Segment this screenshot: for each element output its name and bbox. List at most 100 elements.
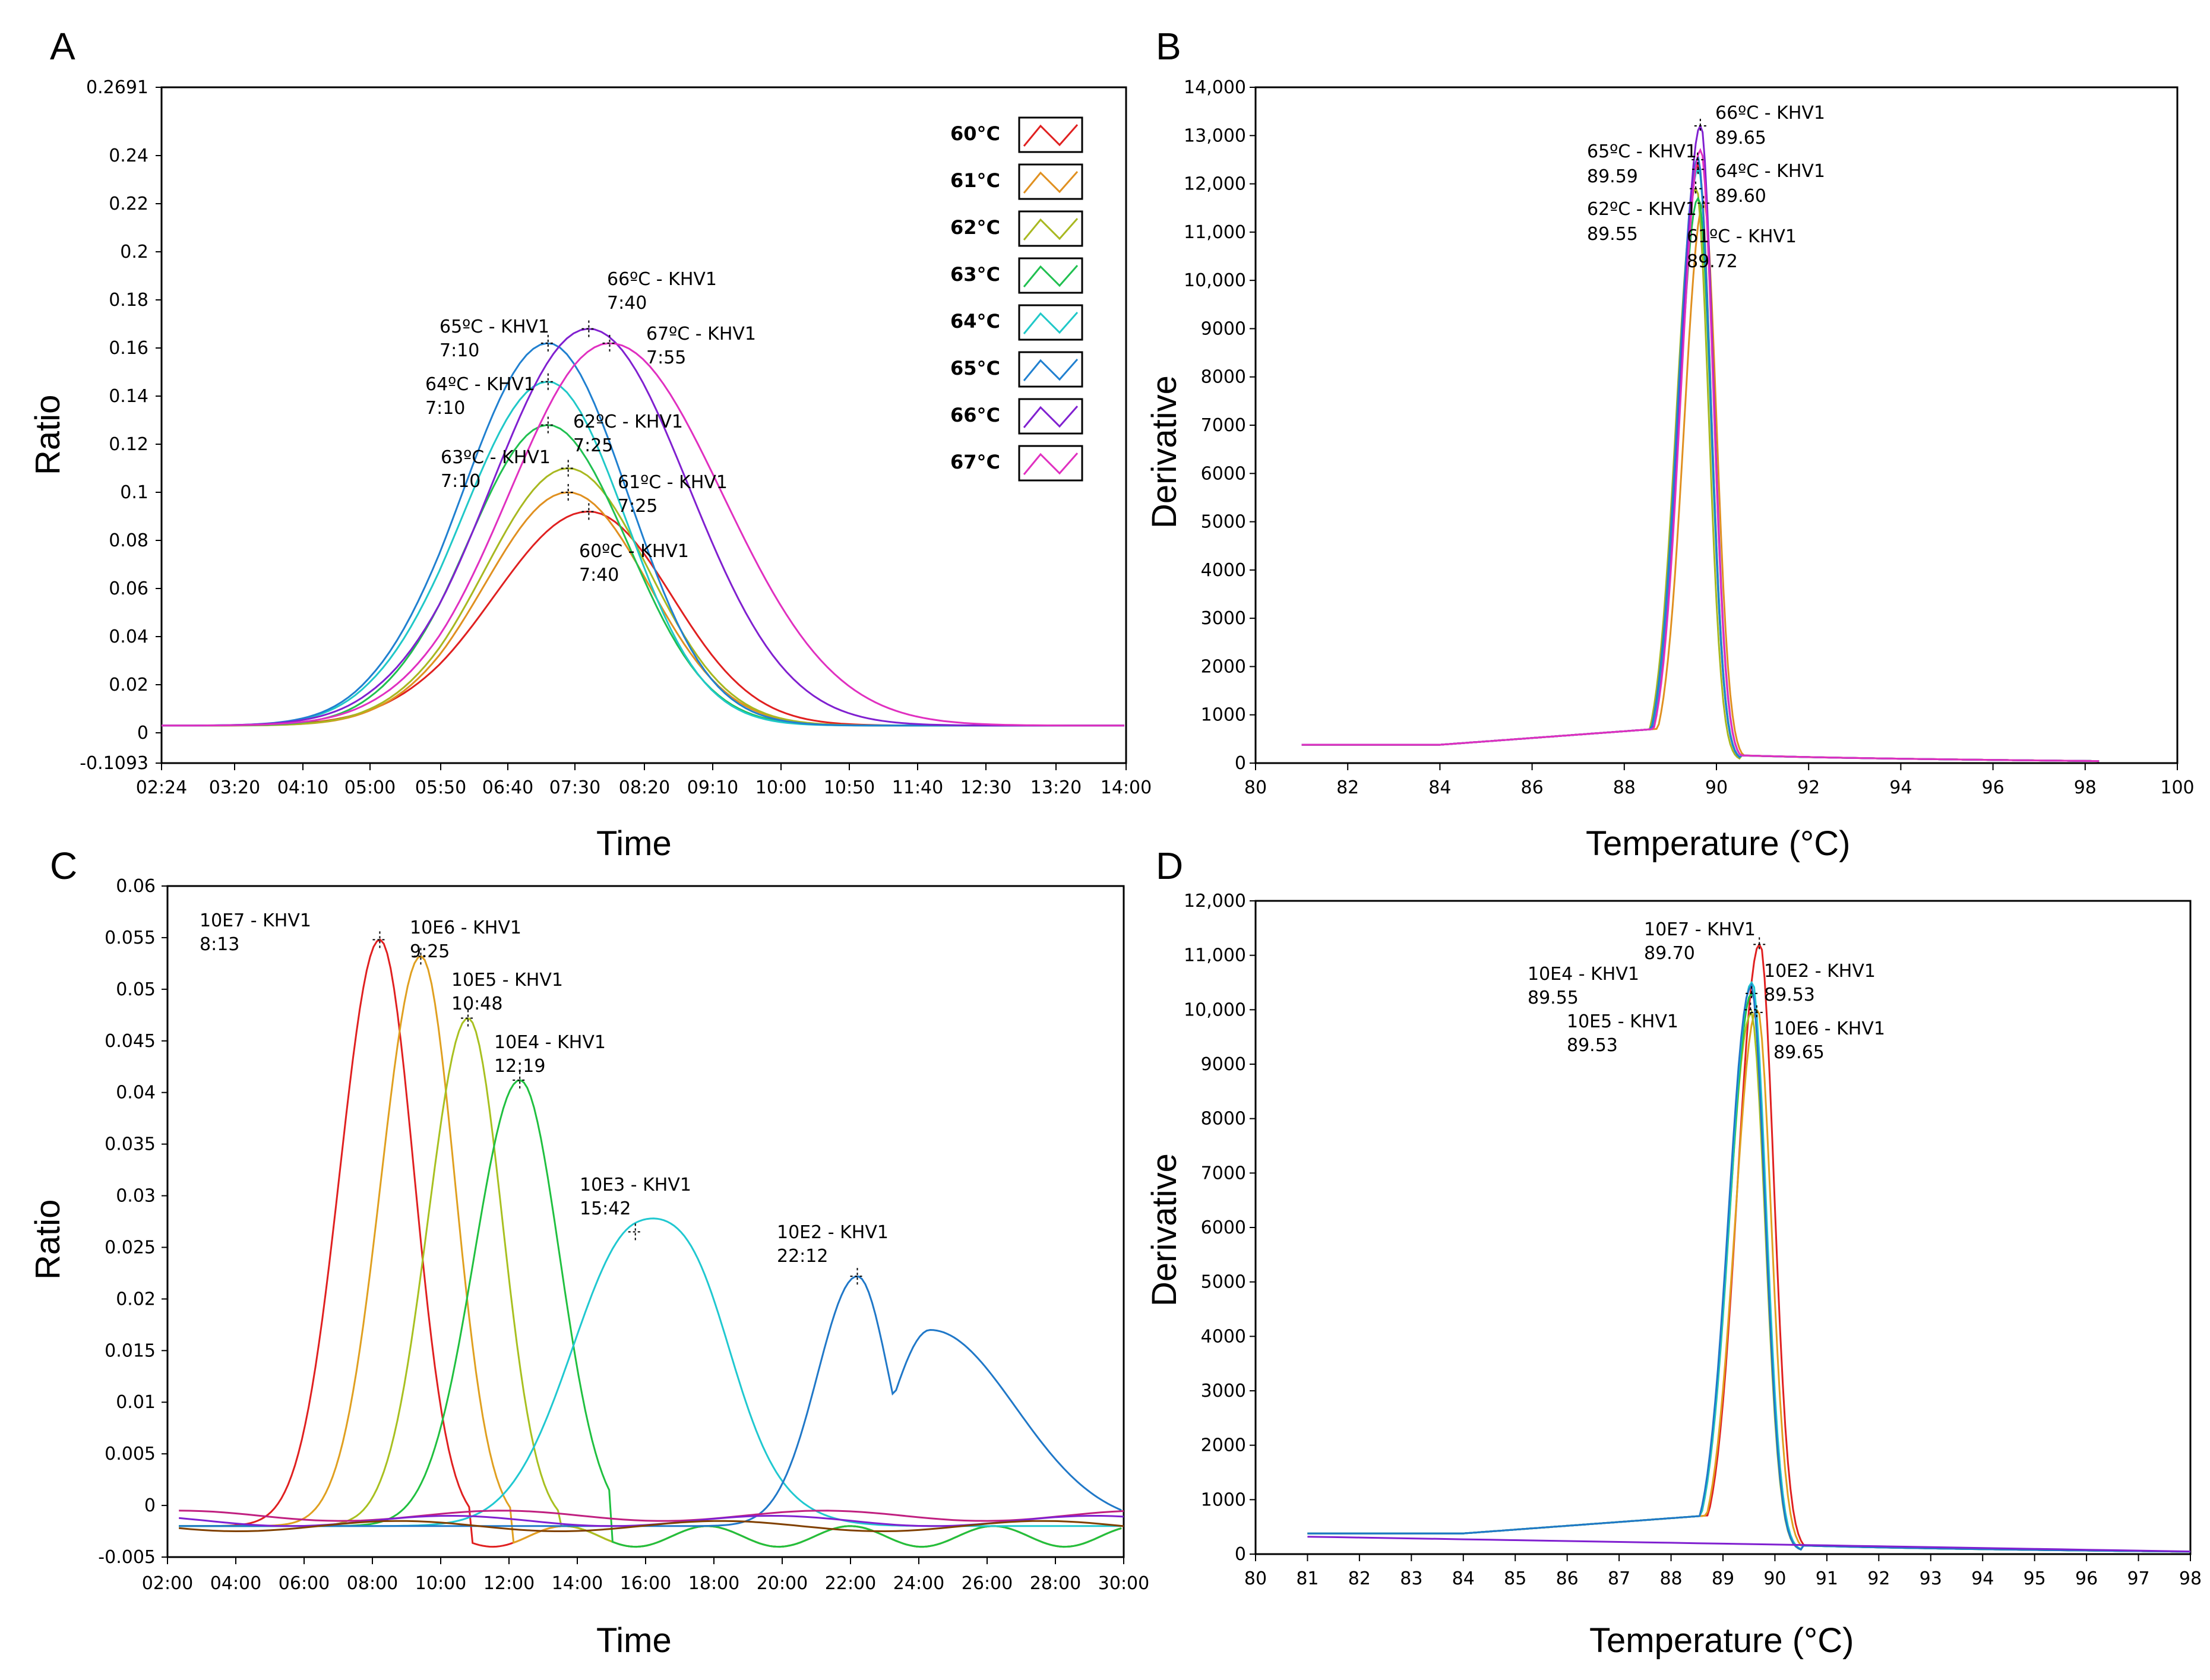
panel-b-y-tick-label: 1000 [1201,705,1246,726]
panel-b-annotation-label: 61ºC - KHV1 [1687,226,1797,247]
panel-d-x-tick-label: 83 [1400,1568,1422,1589]
panel-d-y-tick-label: 0 [1235,1544,1246,1565]
panel-a-legend-label: 64°C [950,310,1000,333]
panel-a-y-tick-label: 0.12 [109,434,148,455]
panel-b-y-tick-label: 0 [1235,753,1246,774]
panel-a-annotation-label: 64ºC - KHV1 [425,374,535,395]
panel-a-x-tick-label: 03:20 [209,777,260,798]
panel-a-x-tick-label: 06:40 [482,777,533,798]
panel-d-y-tick-label: 9000 [1201,1054,1246,1075]
panel-c-y-tick-label: 0.035 [105,1134,156,1155]
panel-a-x-axis-label: Time [596,824,672,863]
panel-b-annotation-label: 66ºC - KHV1 [1715,103,1825,124]
panel-a-annotation-label: 63ºC - KHV1 [441,447,551,468]
panel-a-legend-swatch-line [1023,218,1079,241]
panel-a-y-tick-label: 0.2691 [86,77,148,98]
panel-a-annotation-value: 7:10 [425,398,465,419]
panel-a-x-tick-label: 12:30 [960,777,1011,798]
panel-a-curve-65°C [162,342,1124,727]
panel-c-x-tick-label: 02:00 [142,1573,193,1594]
panel-b-annotation-value: 89.65 [1715,128,1766,148]
panel-d-x-tick-label: 87 [1608,1568,1630,1589]
panel-d-x-axis-label: Temperature (°C) [1589,1621,1854,1660]
panel-a-y-ticks: 0.2691 0.24 0.22 0.2 0.18 0.16 0.14 0.12 0.1 0.08… [80,77,162,774]
panel-c-x-tick-label: 30:00 [1098,1573,1149,1594]
panel-d-y-tick-label: 1000 [1201,1489,1246,1510]
panel-a-y-tick-label: 0.24 [109,145,148,166]
panel-b: B Temperature (°C) Derivative 14,000 13,0… [1145,25,2195,863]
panel-b-x-tick-label: 96 [1982,777,2005,798]
panel-c-curve-10E5 [179,1017,1122,1548]
panel-c-baseline-curve [179,1510,1124,1522]
panel-c-x-tick-label: 16:00 [620,1573,671,1594]
panel-d-annotation-value: 89.53 [1567,1035,1618,1056]
panel-b-annotation-value: 89.72 [1687,251,1738,272]
panel-c-y-tick-label: 0.05 [116,979,156,1000]
panel-c-annotation-value: 9:25 [410,941,450,962]
panel-c-y-tick-label: 0.01 [116,1392,156,1413]
panel-d-x-tick-label: 93 [1920,1568,1942,1589]
panel-d-x-tick-label: 82 [1348,1568,1371,1589]
panel-a: A Time Ratio 0.26910.240.220.20.180.160.… [29,25,1152,863]
panel-a-y-axis-label: Ratio [29,395,67,475]
panel-c-annotation-label: 10E5 - KHV1 [451,970,563,991]
panel-c-x-tick-label: 20:00 [757,1573,808,1594]
panel-a-x-tick-label: 09:10 [687,777,738,798]
panel-b-x-tick-label: 82 [1336,777,1359,798]
panel-d-x-tick-label: 89 [1712,1568,1734,1589]
panel-b-y-tick-label: 7000 [1201,415,1246,436]
panel-b-annotation-label: 65ºC - KHV1 [1587,141,1697,162]
panel-b-y-tick-label: 13,000 [1184,125,1246,146]
panel-d-x-tick-label: 95 [2024,1568,2046,1589]
panel-c-y-tick-label: 0.06 [116,876,156,897]
panel-d-curve-10E6 [1307,1008,2191,1553]
panel-b-y-tick-label: 9000 [1201,318,1246,339]
panel-d-x-tick-label: 94 [1971,1568,1994,1589]
panel-a-y-tick-label: 0.06 [109,578,148,599]
panel-d-curve-10E3 [1307,980,2190,1553]
panel-b-x-tick-label: 86 [1521,777,1544,798]
panel-d-y-tick-label: 4000 [1201,1326,1246,1347]
panel-c-x-tick-label: 08:00 [347,1573,398,1594]
panel-d-y-tick-label: 8000 [1201,1109,1246,1130]
panel-a-annotations: 66ºC - KHV1 7:40 65ºC - KHV1 7:10 67ºC - KHV… [425,269,756,586]
panel-a-legend-label: 61°C [950,169,1000,192]
panel-a-legend-label: 60°C [950,122,1000,145]
panel-a-curve-67°C [162,342,1124,727]
panel-d-annotation-label: 10E6 - KHV1 [1773,1018,1885,1039]
panel-c-annotation-label: 10E3 - KHV1 [580,1175,691,1195]
panel-d: D Temperature (°C) Derivative 12,000 11,0… [1145,844,2202,1660]
panel-b-curve-62°C [1301,186,2100,763]
panel-b-letter: B [1156,25,1181,68]
panel-c-y-tick-label: 0 [144,1495,156,1516]
panel-d-letter: D [1156,844,1183,887]
panel-c-x-tick-label: 12:00 [483,1573,535,1594]
panel-a-legend-label: 62°C [950,216,1000,239]
panel-b-x-tick-label: 94 [1889,777,1912,798]
panel-a-legend-label: 67°C [950,451,1000,473]
panel-a-y-tick-label: 0.2 [120,242,148,262]
panel-a-legend-label: 63°C [950,263,1000,286]
panel-c-curve-10E7 [179,938,1122,1548]
panel-c-annotation-value: 8:13 [200,934,239,955]
panel-a-legend-swatch-line [1023,406,1079,428]
panel-b-annotation-label: 62ºC - KHV1 [1587,199,1697,220]
panel-a-letter: A [50,25,75,68]
panel-a-curve-66°C [162,328,1124,727]
panel-b-x-axis-label: Temperature (°C) [1586,824,1850,863]
panel-a-x-tick-label: 05:00 [344,777,396,798]
panel-a-x-tick-label: 02:24 [136,777,187,798]
panel-a-y-tick-label: 0.1 [120,482,148,503]
panel-d-annotation-label: 10E5 - KHV1 [1567,1011,1678,1032]
panel-c-x-tick-label: 26:00 [962,1573,1013,1594]
panel-c-x-tick-label: 06:00 [279,1573,330,1594]
panel-c-curve-10E6 [179,955,1122,1548]
panel-c-baseline-curve [179,1520,1124,1533]
panel-d-x-tick-label: 84 [1452,1568,1475,1589]
panel-b-annotation-value: 89.55 [1587,224,1638,245]
panel-d-plot-frame [1254,900,2192,1555]
panel-a-legend-swatch-line [1023,453,1079,475]
panel-a-annotation-value: 7:10 [441,471,480,492]
panel-d-x-ticks: 80 81 82 83 84 85 86 87 88 89 90 91 92 93 94 95 96 97 98 [1244,1554,2202,1589]
